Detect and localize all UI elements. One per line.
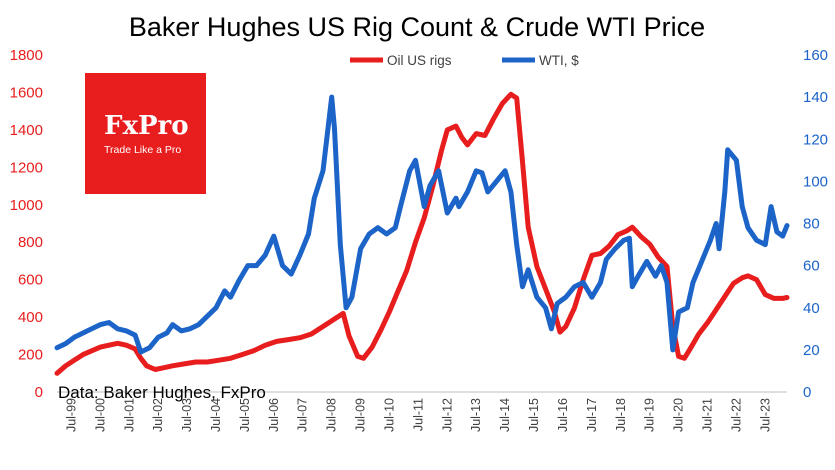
logo-background [85,73,206,194]
left-axis-tick-label: 0 [35,384,43,401]
right-axis-tick-label: 40 [803,300,820,317]
legend-label-rigs: Oil US rigs [387,53,452,68]
x-axis-tick-label: Jul-18 [614,398,628,432]
series-line-wti [54,94,790,355]
x-axis-tick-label: Jul-21 [700,398,714,432]
x-axis-tick-label: Jul-07 [296,398,310,432]
left-axis-tick-label: 1000 [10,197,43,214]
x-axis-tick-label: Jul-10 [382,398,396,432]
right-axis-tick-label: 60 [803,258,820,275]
source-note: Data: Baker Hughes, FxPro [58,383,266,402]
x-axis-tick-label: Jul-17 [585,398,599,432]
right-axis-tick-label: 120 [803,131,828,148]
x-axis-tick-label: Jul-06 [267,398,281,432]
chart-title: Baker Hughes US Rig Count & Crude WTI Pr… [129,12,705,42]
x-axis-tick-label: Jul-22 [729,398,743,432]
x-axis-tick-label: Jul-23 [758,398,772,432]
left-axis-tick-label: 1200 [10,159,43,176]
left-axis-tick-label: 800 [18,234,43,251]
x-axis-tick-label: Jul-14 [498,398,512,432]
x-axis: Jul-99 Jul-00 Jul-01 Jul-02 Jul-03 Jul-04 Jul-… [57,391,787,432]
x-axis-tick-label: Jul-11 [411,398,425,431]
x-axis-tick-label: Jul-13 [469,398,483,432]
right-axis-tick-label: 140 [803,89,828,106]
series-layer [54,91,790,376]
x-axis-tick-label: Jul-05 [238,398,252,432]
x-axis-tick-label: Jul-03 [180,398,194,432]
right-axis-tick-label: 20 [803,342,820,359]
right-axis: 0 20 40 60 80 100 120 140 160 [803,47,828,401]
x-axis-tick-label: Jul-09 [354,398,368,432]
left-axis-tick-label: 600 [18,272,43,289]
x-axis-tick-label: Jul-16 [556,398,570,432]
x-axis-tick-label: Jul-02 [151,398,165,432]
right-axis-tick-label: 100 [803,173,828,190]
fxpro-logo: FxPro Trade Like a Pro [85,73,206,194]
x-axis-tick-label: Jul-01 [122,398,136,432]
left-axis-tick-label: 1800 [10,47,43,64]
legend: Oil US rigs WTI, $ [350,53,579,68]
left-axis-tick-label: 1600 [10,84,43,101]
x-axis-tick-label: Jul-08 [325,398,339,432]
left-axis-tick-label: 1400 [10,122,43,139]
x-axis-tick-label: Jul-04 [209,398,223,432]
x-axis-tick-label: Jul-15 [527,398,541,432]
logo-brand: FxPro [104,111,189,141]
right-axis-tick-label: 80 [803,216,820,233]
logo-tagline: Trade Like a Pro [104,144,181,156]
left-axis: 0 200 400 600 800 1000 1200 1400 1600 1800 [10,47,43,401]
x-axis-tick-label: Jul-00 [93,398,107,432]
left-axis-tick-label: 400 [18,309,43,326]
legend-label-wti: WTI, $ [539,53,579,68]
right-axis-tick-label: 160 [803,47,828,64]
x-axis-tick-label: Jul-99 [64,398,78,432]
right-axis-tick-label: 0 [803,384,811,401]
x-axis-tick-label: Jul-20 [672,398,686,432]
x-axis-tick-label: Jul-19 [643,398,657,432]
x-axis-tick-label: Jul-12 [440,398,454,432]
series-line-oil-us-rigs [54,91,790,376]
left-axis-tick-label: 200 [18,347,43,364]
